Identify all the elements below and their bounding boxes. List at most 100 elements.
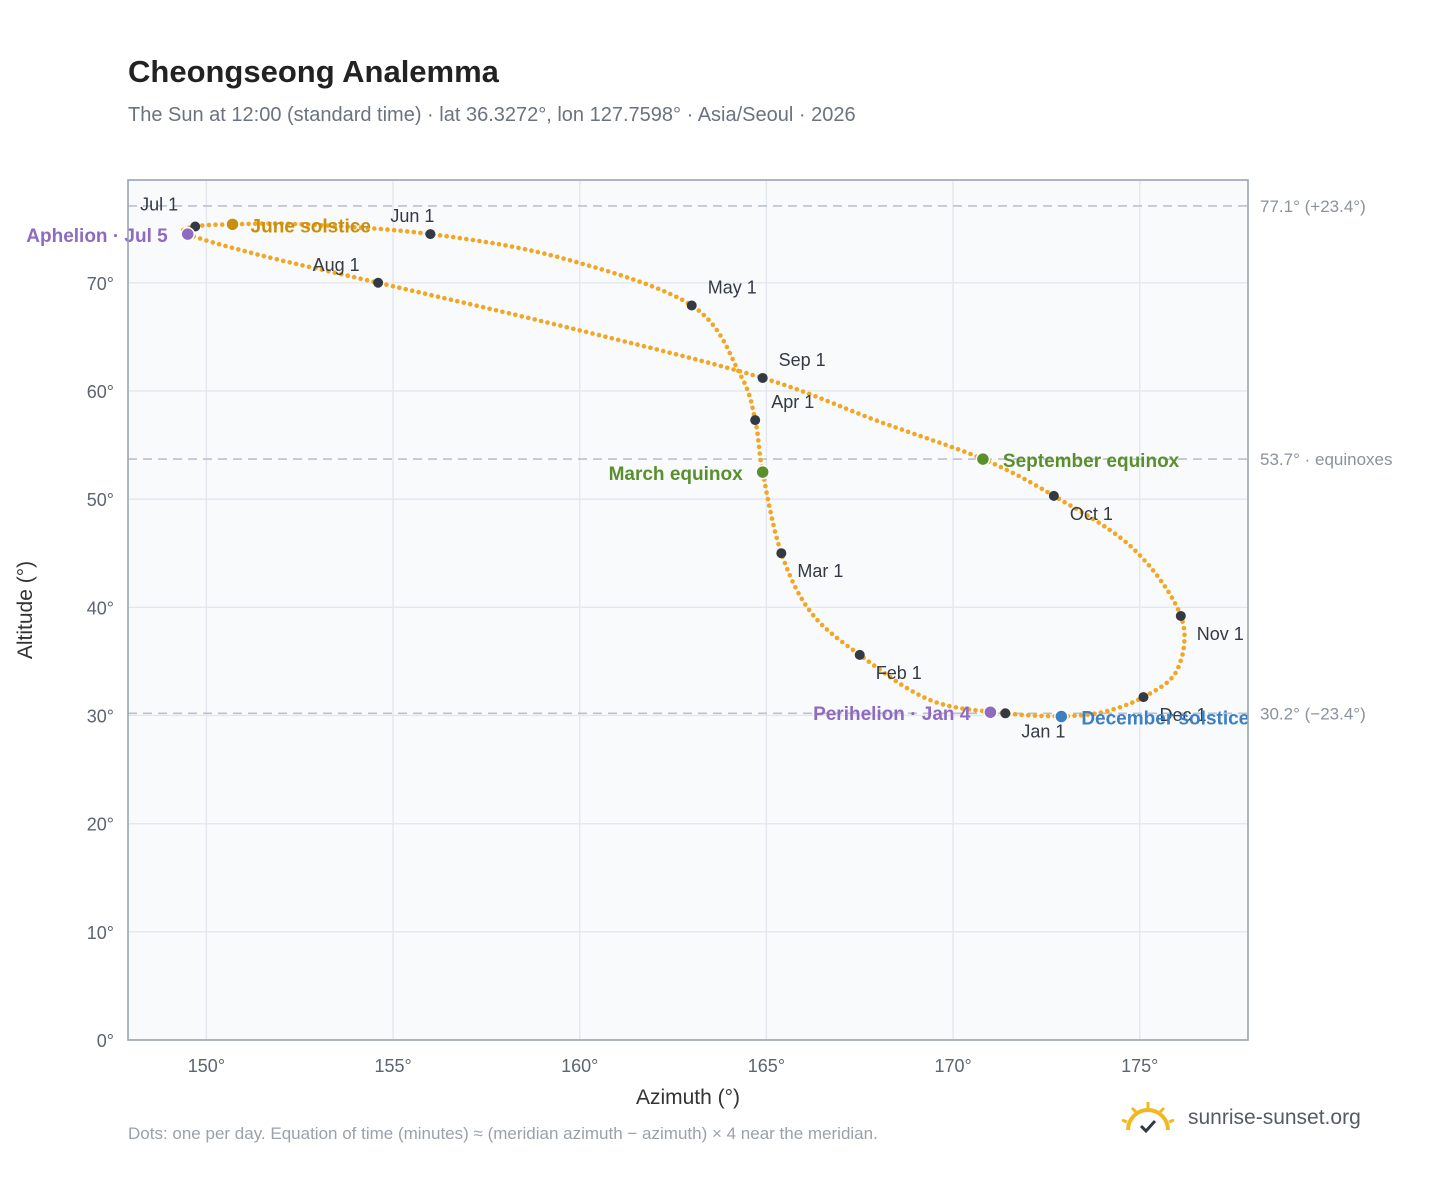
- daily-sun-dot: [674, 294, 679, 300]
- month-label: Sep 1: [779, 350, 826, 370]
- daily-sun-dot: [358, 225, 364, 230]
- daily-sun-dot: [1092, 711, 1097, 716]
- daily-sun-dot: [219, 222, 225, 227]
- y-tick-label: 70°: [87, 274, 114, 294]
- daily-sun-dot: [197, 236, 203, 241]
- daily-sun-dot: [516, 245, 521, 251]
- daily-sun-dot: [648, 345, 653, 351]
- daily-sun-dot: [332, 223, 337, 229]
- brand[interactable]: sunrise-sunset.org: [1120, 1100, 1361, 1136]
- daily-sun-dot: [1039, 713, 1044, 719]
- daily-sun-dot: [731, 367, 736, 372]
- daily-sun-dot: [763, 483, 768, 489]
- daily-sun-dot: [398, 228, 403, 234]
- daily-sun-dot: [483, 239, 489, 245]
- daily-sun-dot: [564, 324, 570, 330]
- month-marker: [854, 649, 865, 660]
- daily-sun-dot: [390, 283, 396, 289]
- daily-sun-dot: [724, 344, 730, 350]
- daily-sun-dot: [649, 284, 655, 289]
- daily-sun-dot: [744, 386, 750, 392]
- daily-sun-dot: [771, 522, 776, 528]
- daily-sun-dot: [450, 234, 456, 240]
- daily-sun-dot: [1073, 506, 1079, 512]
- daily-sun-dot: [248, 250, 254, 256]
- daily-sun-dot: [622, 339, 627, 344]
- daily-sun-dot: [1128, 543, 1133, 549]
- x-tick-label: 165°: [748, 1056, 785, 1076]
- daily-sun-dot: [385, 227, 390, 232]
- daily-sun-dot: [1039, 486, 1045, 492]
- month-label: Oct 1: [1070, 504, 1113, 524]
- daily-sun-dot: [794, 387, 800, 392]
- daily-sun-dot: [725, 365, 730, 371]
- daily-sun-dot: [742, 380, 747, 386]
- daily-sun-dot: [506, 311, 512, 316]
- daily-sun-dot: [810, 612, 816, 618]
- daily-sun-dot: [774, 535, 779, 541]
- daily-sun-dot: [411, 229, 417, 235]
- daily-sun-dot: [229, 245, 235, 250]
- y-tick-label: 10°: [87, 923, 114, 943]
- daily-sun-dot: [1105, 708, 1110, 714]
- daily-sun-dot: [673, 352, 679, 357]
- daily-sun-dot: [748, 399, 754, 404]
- daily-sun-dot: [583, 329, 589, 335]
- daily-sun-dot: [542, 251, 547, 256]
- daily-sun-dot: [1162, 584, 1168, 589]
- month-label: Feb 1: [876, 663, 922, 683]
- daily-sun-dot: [943, 442, 948, 448]
- daily-sun-dot: [378, 226, 384, 232]
- daily-sun-dot: [1022, 476, 1027, 482]
- daily-sun-dot: [213, 222, 218, 227]
- daily-sun-dot: [603, 334, 608, 340]
- daily-sun-dot: [843, 406, 849, 411]
- daily-sun-dot: [403, 286, 409, 292]
- sunrise-check-icon: [1121, 1102, 1175, 1134]
- month-marker: [686, 300, 697, 311]
- daily-sun-dot: [242, 248, 247, 254]
- daily-sun-dot: [435, 294, 441, 300]
- month-label: Dec 1: [1159, 705, 1206, 725]
- daily-sun-dot: [455, 298, 460, 304]
- daily-sun-dot: [1169, 595, 1175, 600]
- daily-sun-dot: [599, 267, 605, 272]
- daily-sun-dot: [714, 327, 720, 333]
- daily-sun-dot: [339, 271, 344, 277]
- plot-area: [128, 180, 1248, 1040]
- daily-sun-dot: [279, 221, 285, 226]
- daily-sun-dot: [992, 462, 998, 467]
- daily-sun-dot: [973, 708, 978, 713]
- daily-sun-dot: [712, 362, 717, 367]
- reference-label: 77.1° (+23.4°): [1260, 197, 1366, 216]
- daily-sun-dot: [962, 449, 967, 454]
- reference-label: 30.2° (−23.4°): [1260, 704, 1366, 723]
- daily-sun-dot: [444, 233, 450, 239]
- daily-sun-dot: [769, 378, 774, 384]
- month-marker: [1175, 610, 1186, 621]
- daily-sun-dot: [635, 342, 640, 347]
- daily-sun-dot: [727, 350, 733, 356]
- y-tick-label: 20°: [87, 815, 114, 835]
- daily-sun-dot: [319, 223, 324, 228]
- y-axis-label: Altitude (°): [14, 561, 37, 659]
- month-marker: [776, 548, 787, 559]
- daily-sun-dot: [1133, 548, 1138, 554]
- daily-sun-dot: [744, 370, 749, 376]
- daily-sun-dot: [338, 224, 344, 229]
- daily-sun-dot: [561, 256, 566, 261]
- daily-sun-dot: [1158, 578, 1164, 584]
- daily-sun-dot: [352, 224, 357, 230]
- daily-sun-dot: [966, 707, 972, 712]
- daily-sun-dot: [667, 350, 672, 356]
- brand-name[interactable]: sunrise-sunset.org: [1188, 1106, 1361, 1129]
- daily-sun-dot: [737, 369, 743, 374]
- daily-sun-dot: [686, 355, 692, 360]
- daily-sun-dot: [877, 667, 882, 672]
- month-marker: [1000, 708, 1011, 719]
- daily-sun-dot: [696, 308, 702, 313]
- event-label: June solstice: [251, 216, 371, 237]
- daily-sun-dot: [754, 424, 759, 430]
- daily-sun-dot: [1182, 632, 1187, 638]
- daily-sun-dot: [924, 436, 930, 441]
